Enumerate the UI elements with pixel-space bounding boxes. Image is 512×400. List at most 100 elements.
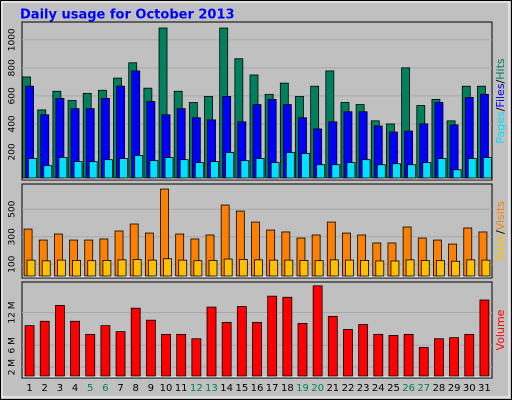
bar (285, 152, 295, 179)
y-tick-label: 800 (8, 59, 18, 76)
bar (358, 324, 369, 377)
legend-entry: Sites (494, 234, 507, 261)
bar (70, 320, 80, 377)
x-tick-label: 16 (251, 383, 264, 394)
bar (270, 162, 280, 179)
bar (103, 159, 113, 179)
legend-separator: / (494, 107, 507, 111)
bar (361, 159, 371, 179)
bar (88, 161, 98, 179)
bar (346, 162, 356, 179)
bar (316, 164, 326, 179)
bar (210, 161, 219, 179)
y-tick-label: 12 M (8, 302, 18, 324)
bar (331, 164, 341, 179)
x-tick-label: 1 (26, 383, 32, 394)
legend-separator: / (494, 230, 507, 234)
x-tick-label: 7 (117, 383, 123, 394)
bar (466, 259, 476, 277)
bar (236, 306, 247, 377)
bar (345, 259, 354, 277)
x-tick-label: 23 (357, 383, 370, 394)
legend: Pages/Files/Hits (494, 58, 507, 144)
x-tick-label: 15 (235, 383, 248, 394)
y-tick-label: 600 (8, 87, 18, 104)
bar (119, 158, 128, 179)
bar (179, 159, 189, 179)
bar (403, 333, 414, 377)
bar (422, 162, 432, 179)
y-tick-label: 100 (8, 255, 18, 272)
bar (223, 258, 233, 277)
bar (255, 158, 265, 179)
bar (225, 152, 235, 179)
bar (164, 157, 174, 179)
x-tick-label: 5 (87, 383, 93, 394)
bar (240, 160, 250, 179)
bar (312, 285, 323, 377)
y-tick-label: 2 M (8, 359, 18, 375)
bar (41, 260, 51, 277)
bar (24, 325, 35, 377)
chart-title: Daily usage for October 2013 (20, 8, 235, 23)
x-tick-label: 30 (463, 383, 476, 394)
bar (467, 158, 477, 179)
bar (483, 157, 492, 179)
bar (221, 321, 232, 377)
legend: Volume (494, 309, 507, 350)
bar (297, 323, 308, 377)
bar (375, 260, 385, 277)
bar (87, 260, 97, 277)
bar (117, 259, 127, 277)
y-tick-label: 500 (8, 200, 18, 217)
x-tick-label: 25 (387, 383, 400, 394)
x-tick-label: 13 (205, 383, 218, 394)
x-tick-label: 28 (433, 383, 446, 394)
x-tick-label: 17 (266, 383, 279, 394)
x-tick-label: 12 (190, 383, 203, 394)
x-tick-label: 24 (372, 383, 385, 394)
bar (178, 259, 188, 277)
bar (420, 260, 430, 277)
y-tick-label: 6 M (8, 337, 18, 353)
bar (269, 259, 279, 277)
bar (252, 321, 262, 377)
legend-separator: / (494, 79, 507, 83)
bar (161, 333, 171, 377)
y-tick-label: 300 (8, 228, 18, 245)
bar (434, 338, 444, 377)
x-tick-label: 11 (175, 383, 188, 394)
x-tick-label: 22 (342, 383, 355, 394)
x-tick-label: 27 (417, 383, 430, 394)
bar (193, 260, 203, 277)
bar (314, 260, 324, 277)
x-tick-label: 18 (281, 383, 294, 394)
bar (390, 260, 400, 277)
bar (134, 155, 144, 179)
y-tick-label: 1000 (8, 28, 18, 51)
bar (72, 260, 81, 277)
x-tick-label: 3 (57, 383, 63, 394)
bar (451, 260, 460, 277)
bar (176, 333, 187, 377)
x-tick-label: 29 (448, 383, 461, 394)
bar (437, 158, 447, 179)
bar (208, 260, 218, 277)
bar (26, 259, 36, 277)
bar (115, 331, 126, 377)
bar (130, 307, 141, 377)
bar (282, 296, 293, 377)
legend-entry: Pages (494, 111, 507, 144)
x-tick-label: 10 (160, 383, 173, 394)
bar (85, 333, 96, 377)
bar (418, 347, 429, 377)
x-tick-label: 8 (133, 383, 139, 394)
bar (28, 158, 37, 179)
legend-entry: Volume (494, 309, 507, 350)
bar (481, 259, 491, 277)
bar (343, 329, 353, 377)
bar (392, 163, 401, 179)
bar (43, 165, 53, 179)
bar (327, 315, 338, 377)
